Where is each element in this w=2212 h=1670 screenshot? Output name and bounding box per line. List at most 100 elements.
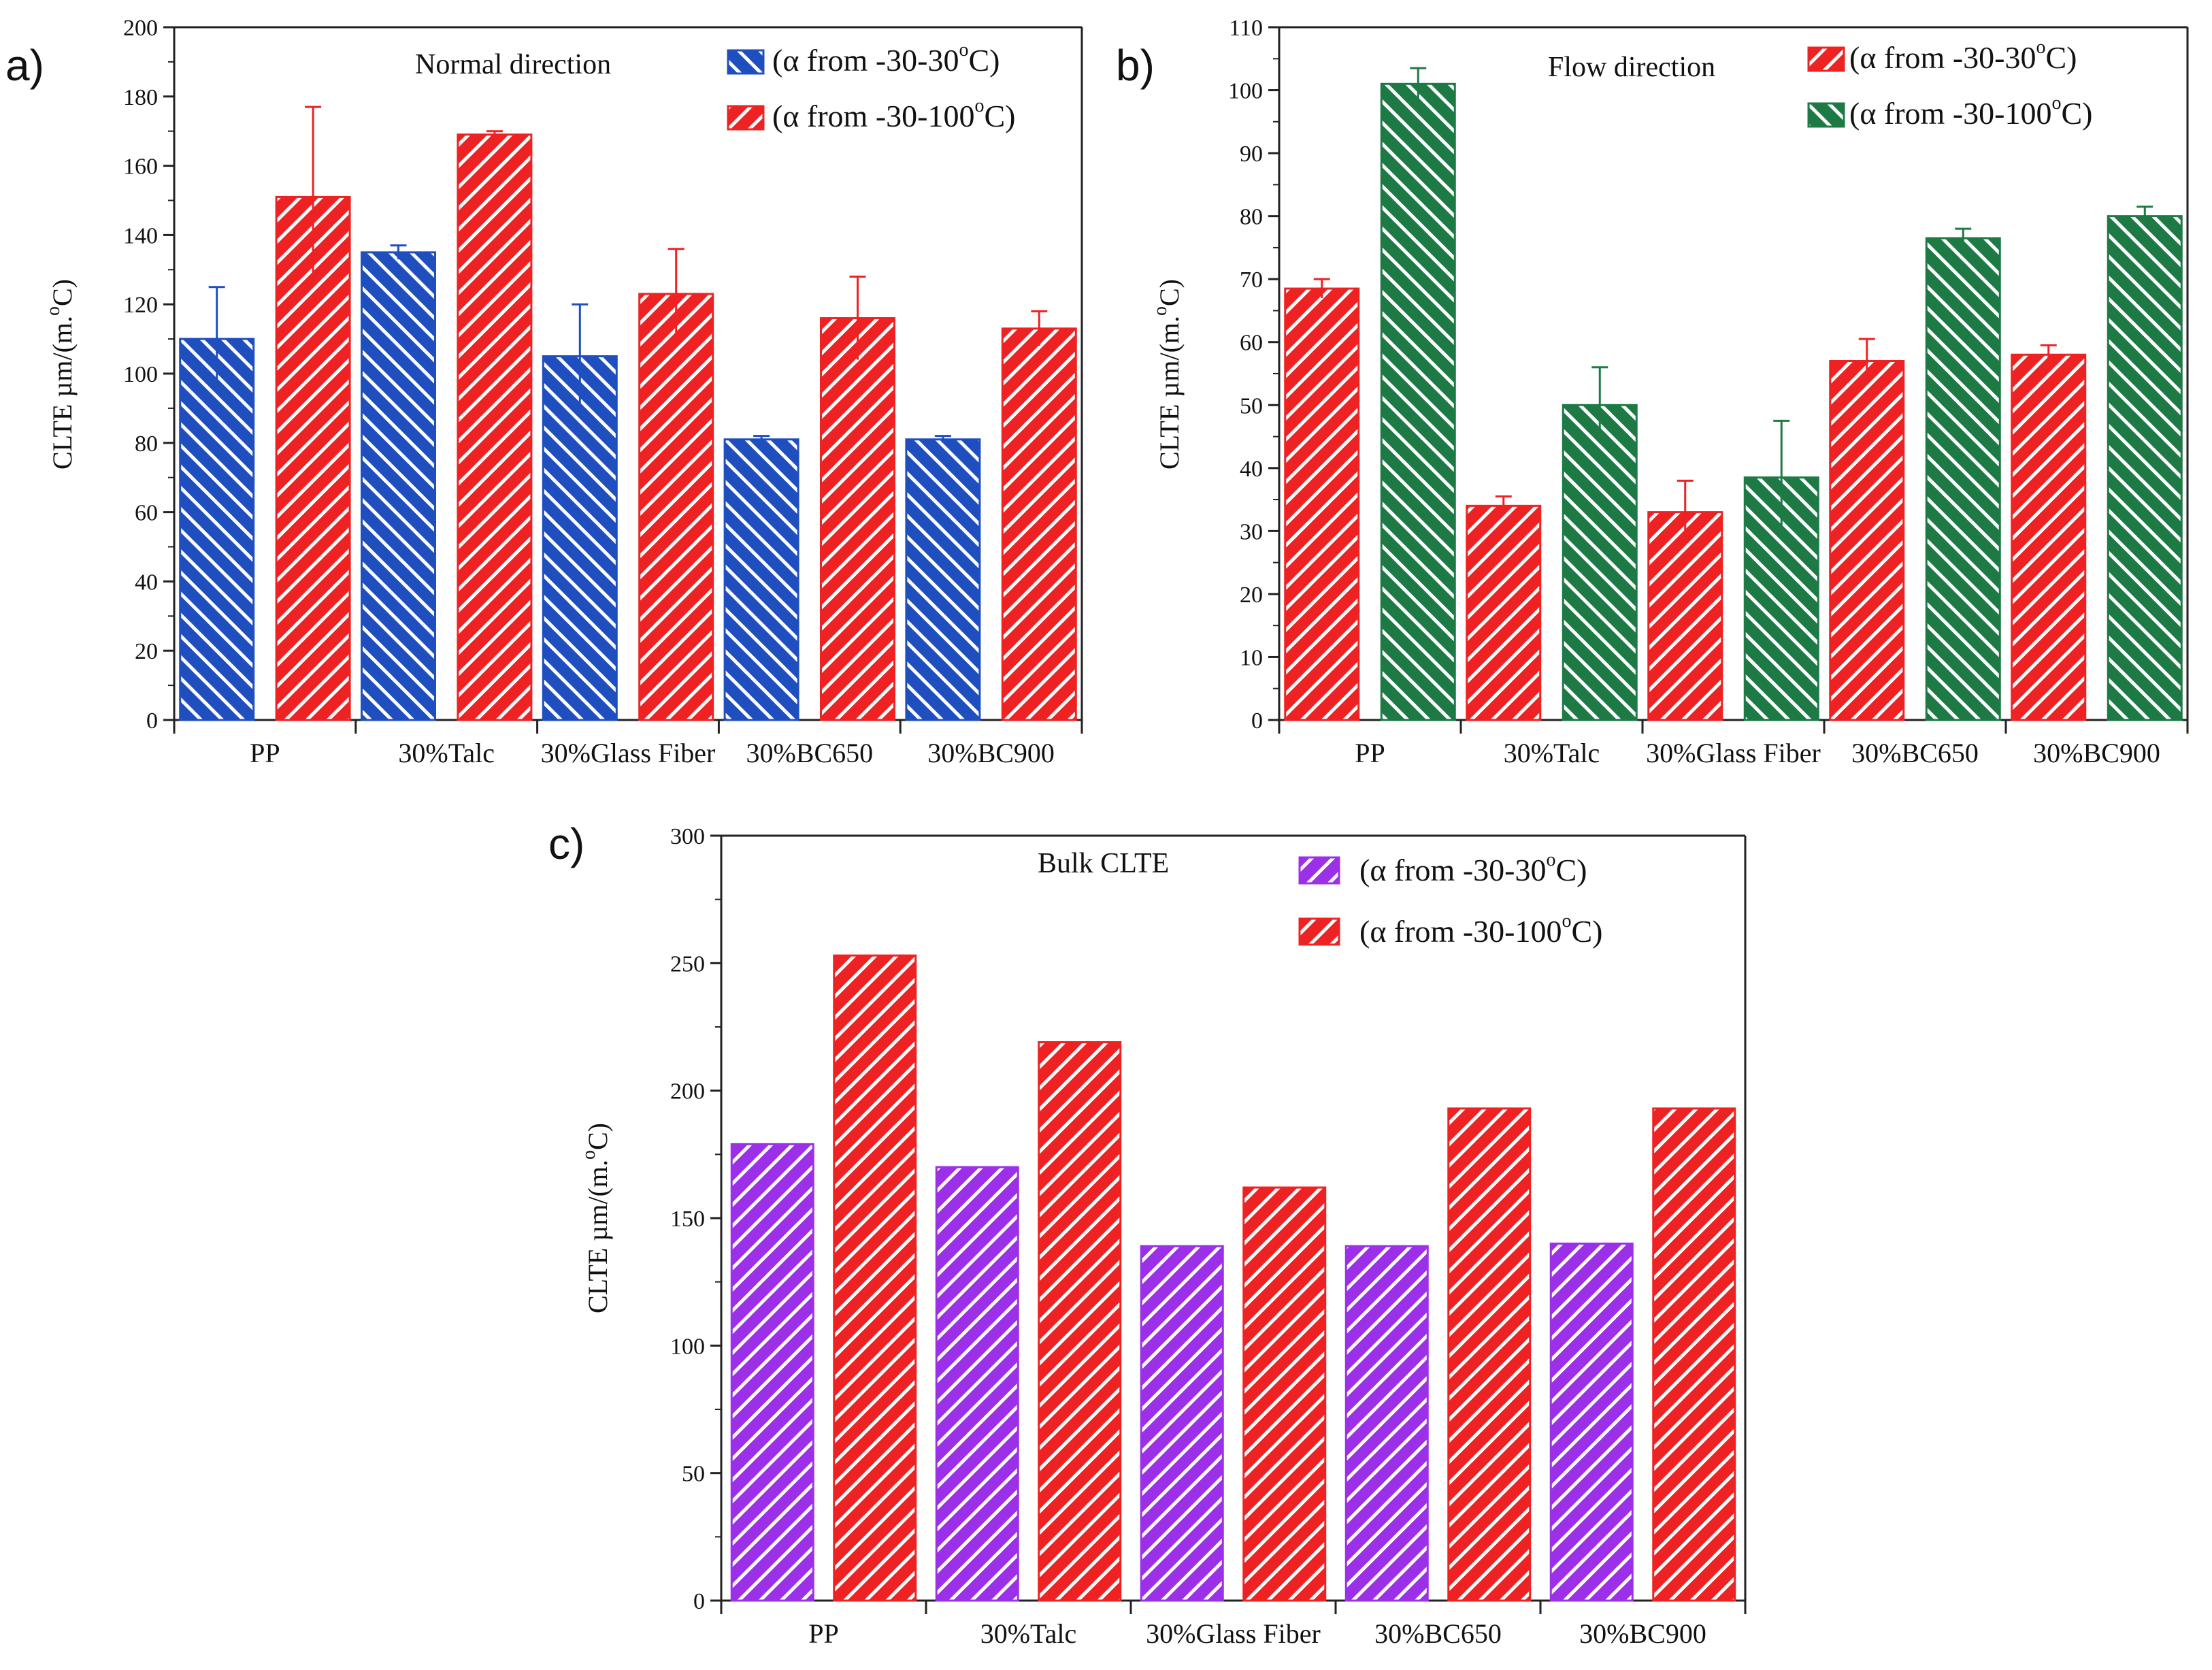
legend-label: (α from -30-30oC) bbox=[1359, 849, 1587, 887]
bar-c-series2-1 bbox=[1038, 1041, 1122, 1602]
legend-label: (α from -30-100oC) bbox=[772, 95, 1015, 133]
y-tick-label: 20 bbox=[1240, 583, 1263, 608]
y-tick-label: 60 bbox=[135, 501, 158, 526]
category-label: 30%BC650 bbox=[1851, 738, 1979, 768]
y-tick-label: 0 bbox=[146, 708, 158, 734]
category-label: PP bbox=[250, 738, 280, 768]
y-tick-label: 40 bbox=[135, 570, 158, 595]
category-label: 30%Talc bbox=[398, 738, 495, 768]
bar-b-series2-4 bbox=[2107, 215, 2183, 721]
category-label: 30%BC900 bbox=[1579, 1618, 1706, 1649]
legend-swatch bbox=[1298, 856, 1340, 885]
y-tick-label: 80 bbox=[1240, 205, 1263, 230]
legend-unit: C) bbox=[968, 43, 1000, 78]
bar-b-series1-1 bbox=[1466, 504, 1542, 721]
y-tick-label: 0 bbox=[1251, 708, 1263, 734]
legend-degree: o bbox=[959, 39, 968, 61]
bar-b-series1-3 bbox=[1829, 359, 1905, 721]
bar-c-series2-0 bbox=[833, 954, 917, 1602]
legend-unit: C) bbox=[984, 99, 1015, 133]
y-tick-label: 140 bbox=[123, 223, 158, 248]
legend: (α from -30-30oC) (α from -30-100oC) bbox=[727, 39, 1015, 133]
y-tick-label: 250 bbox=[670, 951, 705, 977]
y-tick-label: 120 bbox=[123, 293, 158, 318]
bar-b-series2-3 bbox=[1925, 237, 2001, 721]
bar-c-series2-3 bbox=[1447, 1107, 1532, 1602]
category-label: 30%BC650 bbox=[1374, 1618, 1502, 1649]
y-tick-label: 40 bbox=[1240, 457, 1263, 482]
y-tick-label: 150 bbox=[670, 1207, 705, 1232]
category-label: PP bbox=[808, 1618, 839, 1649]
legend-unit: C) bbox=[2061, 96, 2092, 131]
legend-degree: o bbox=[2036, 37, 2045, 58]
legend-unit: C) bbox=[1555, 853, 1587, 887]
legend: (α from -30-30oC) (α from -30-100oC) bbox=[1807, 37, 2092, 131]
bar-a-series1-3 bbox=[723, 438, 799, 721]
bar-a-series1-2 bbox=[542, 355, 618, 721]
y-tick-label: 50 bbox=[1240, 393, 1263, 419]
y-tick-label: 50 bbox=[682, 1462, 705, 1487]
category-label: 30%Glass Fiber bbox=[1146, 1618, 1321, 1649]
category-label: 30%BC650 bbox=[746, 738, 873, 768]
panel-a-label: a) bbox=[5, 41, 44, 90]
bar-c-series2-4 bbox=[1652, 1107, 1736, 1602]
panel-b-label: b) bbox=[1116, 41, 1155, 90]
y-axis-label-unit: C) bbox=[582, 1123, 613, 1150]
bar-c-series2-2 bbox=[1242, 1186, 1327, 1602]
bar-a-series2-3 bbox=[820, 317, 896, 721]
legend-label: (α from -30-30oC) bbox=[772, 39, 1000, 78]
bar-a-series1-1 bbox=[360, 251, 436, 721]
y-tick-label: 70 bbox=[1240, 267, 1263, 293]
y-tick-label: 300 bbox=[670, 824, 705, 849]
y-tick-label: 110 bbox=[1229, 16, 1263, 41]
bar-a-series2-2 bbox=[638, 293, 714, 721]
category-label: PP bbox=[1355, 738, 1385, 768]
y-tick-label: 30 bbox=[1240, 519, 1263, 544]
y-tick-label: 200 bbox=[670, 1079, 705, 1104]
y-tick-label: 180 bbox=[123, 85, 158, 110]
bar-b-series2-1 bbox=[1562, 404, 1638, 721]
legend-swatch bbox=[727, 49, 765, 75]
chart-title: Bulk CLTE bbox=[1038, 848, 1169, 879]
panel-c-label: c) bbox=[548, 819, 584, 868]
category-label: 30%BC900 bbox=[2033, 738, 2160, 768]
y-axis-label-unit: C) bbox=[1154, 279, 1185, 306]
y-tick-label: 200 bbox=[123, 16, 158, 41]
bar-a-series2-4 bbox=[1001, 327, 1077, 721]
y-tick-label: 80 bbox=[135, 431, 158, 457]
y-tick-label: 100 bbox=[1228, 79, 1263, 104]
bar-c-series1-3 bbox=[1344, 1245, 1429, 1602]
chart-bulk-clte: 0 50 100 150 200 250 300 PP 30%Talc 30%Glass Fibe… bbox=[578, 824, 1747, 1649]
y-axis-label-degree: o bbox=[578, 1150, 599, 1160]
bar-c-series1-2 bbox=[1140, 1245, 1224, 1602]
bar-b-series1-0 bbox=[1284, 287, 1360, 721]
legend-degree: o bbox=[2051, 93, 2061, 114]
category-label: 30%Talc bbox=[1504, 738, 1600, 768]
legend-unit: C) bbox=[2045, 40, 2077, 75]
legend-degree: o bbox=[1546, 849, 1555, 870]
bar-b-series1-4 bbox=[2011, 353, 2087, 721]
bar-c-series1-0 bbox=[730, 1143, 814, 1602]
legend-label: (α from -30-100oC) bbox=[1359, 911, 1602, 949]
y-axis-label-degree: o bbox=[43, 306, 64, 316]
legend-swatch bbox=[1807, 46, 1845, 72]
bar-b-series2-2 bbox=[1743, 476, 1819, 721]
legend-swatch bbox=[1298, 917, 1340, 946]
y-axis-label: CLTE µm/(m.oC) bbox=[1150, 279, 1185, 470]
chart-flow-direction: 0 10 20 30 40 50 60 70 80 90 100 110 PP 30%Talc 30%Gla… bbox=[1150, 16, 2189, 768]
y-tick-label: 0 bbox=[693, 1589, 705, 1614]
y-axis-label-degree: o bbox=[1150, 306, 1171, 316]
legend-degree: o bbox=[1562, 911, 1571, 932]
y-tick-label: 10 bbox=[1240, 645, 1263, 670]
bar-c-series1-4 bbox=[1549, 1242, 1634, 1602]
y-tick-label: 100 bbox=[123, 362, 158, 387]
y-tick-label: 20 bbox=[135, 639, 158, 664]
y-axis-label: CLTE µm/(m.oC) bbox=[43, 279, 78, 470]
bar-b-series1-2 bbox=[1647, 511, 1723, 721]
y-axis-label-unit: C) bbox=[47, 279, 78, 306]
bar-c-series1-1 bbox=[935, 1166, 1019, 1602]
bar-a-series2-1 bbox=[457, 133, 533, 721]
legend: (α from -30-30oC) (α from -30-100oC) bbox=[1298, 849, 1602, 949]
legend-swatch bbox=[727, 105, 765, 131]
